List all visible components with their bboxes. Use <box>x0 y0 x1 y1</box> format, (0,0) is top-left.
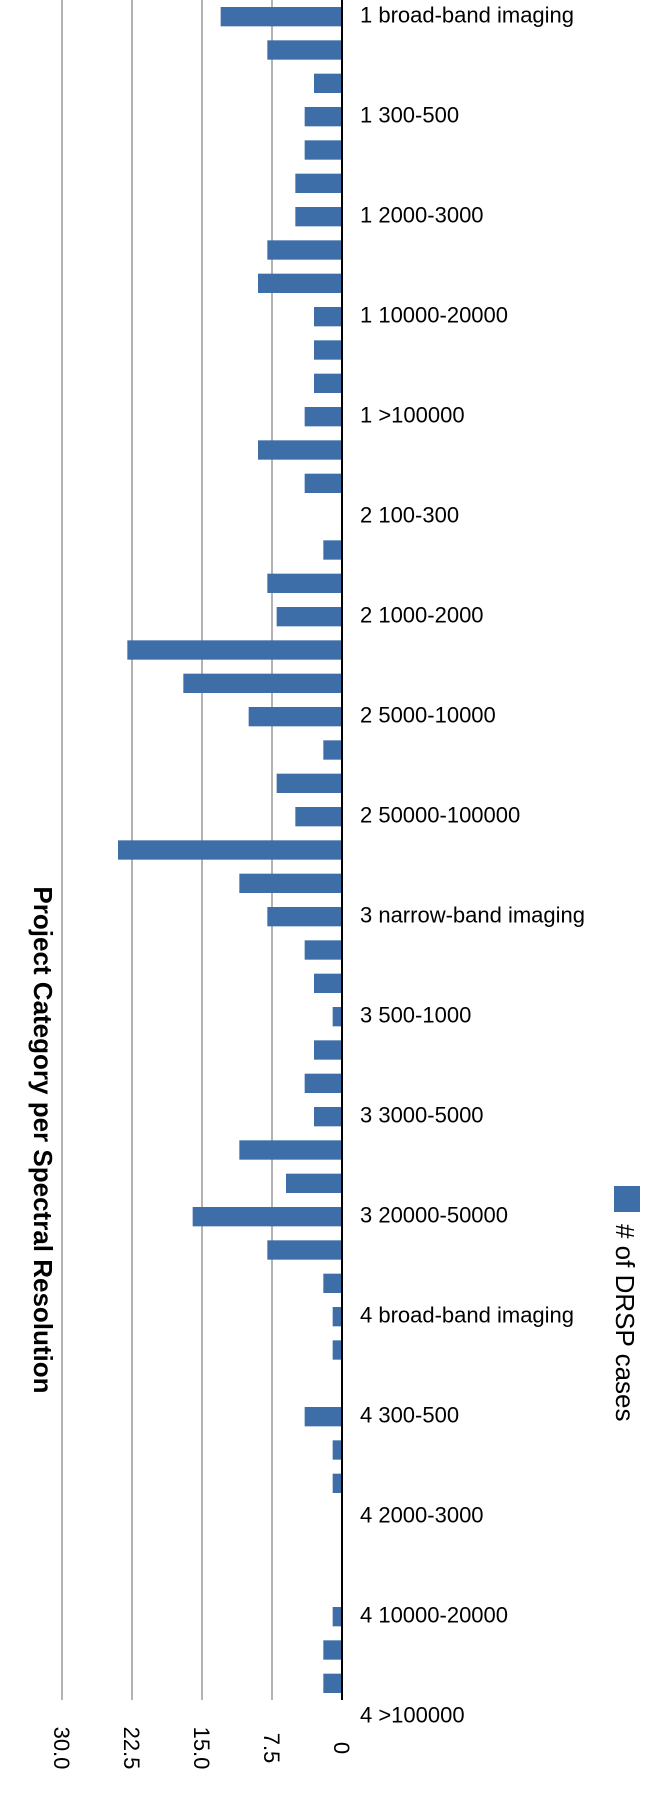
rotated-plot-group: Project Category per Spectral Resolution… <box>28 0 640 1769</box>
bar <box>314 1107 342 1127</box>
bar <box>304 1407 342 1427</box>
bar <box>323 740 342 760</box>
category-tick-label: 1 10000-20000 <box>360 302 508 327</box>
bar <box>323 1673 342 1693</box>
category-tick-label: 2 100-300 <box>360 502 459 527</box>
value-axis-tick-labels: 0 7.5 15.0 22.5 30.0 <box>49 1727 354 1770</box>
bar <box>239 1140 342 1160</box>
bar <box>304 473 342 493</box>
category-tick-label: 3 500-1000 <box>360 1002 471 1027</box>
category-tick-label: 1 >100000 <box>360 402 465 427</box>
bar <box>220 7 342 27</box>
bar-series <box>118 7 342 1693</box>
bar <box>314 973 342 994</box>
category-tick-label: 4 broad-band imaging <box>360 1302 574 1327</box>
bar <box>332 1473 342 1493</box>
category-tick-label: 2 1000-2000 <box>360 602 484 627</box>
value-tick-label: 30.0 <box>49 1727 74 1770</box>
category-tick-label: 4 300-500 <box>360 1402 459 1427</box>
category-tick-label: 3 narrow-band imaging <box>360 902 585 927</box>
category-tick-label: 4 2000-3000 <box>360 1502 484 1527</box>
bar <box>295 807 342 827</box>
category-tick-label: 1 300-500 <box>360 102 459 127</box>
bar <box>314 73 342 93</box>
bar <box>127 640 342 660</box>
bar <box>286 1173 342 1193</box>
bar <box>314 373 342 393</box>
bar <box>332 1607 342 1627</box>
value-tick-label: 15.0 <box>189 1727 214 1770</box>
bar <box>332 1440 342 1460</box>
bar <box>248 707 342 727</box>
bar <box>332 1307 342 1327</box>
legend: # of DRSP cases <box>610 1186 640 1422</box>
value-tick-label: 7.5 <box>259 1733 284 1764</box>
bar <box>295 207 342 227</box>
category-tick-label: 1 broad-band imaging <box>360 2 574 27</box>
category-tick-label: 3 3000-5000 <box>360 1102 484 1127</box>
bar <box>314 1040 342 1060</box>
bar <box>295 173 342 194</box>
bar <box>267 1240 342 1260</box>
bar <box>267 907 342 927</box>
bar <box>332 1007 342 1027</box>
bar <box>323 1273 342 1293</box>
bar <box>267 573 342 594</box>
chart-title: Project Category per Spectral Resolution <box>28 886 58 1393</box>
bar <box>304 140 342 160</box>
legend-swatch <box>614 1186 640 1212</box>
bar <box>239 873 342 894</box>
bar <box>323 540 342 560</box>
category-tick-label: 4 >100000 <box>360 1702 465 1727</box>
value-tick-label: 22.5 <box>119 1727 144 1770</box>
bar <box>304 107 342 127</box>
category-tick-label: 4 10000-20000 <box>360 1602 508 1627</box>
category-tick-label: 2 5000-10000 <box>360 702 496 727</box>
value-tick-label: 0 <box>329 1742 354 1754</box>
category-axis-tick-labels: 1 broad-band imaging 1 300-500 1 2000-3000… <box>360 2 585 1727</box>
bar <box>332 1340 342 1360</box>
bar <box>323 1640 342 1660</box>
bar <box>276 607 342 627</box>
bar <box>258 273 342 293</box>
bar <box>304 407 342 427</box>
bar <box>314 307 342 327</box>
bar <box>276 773 342 794</box>
legend-label: # of DRSP cases <box>610 1224 640 1422</box>
bar <box>314 340 342 360</box>
bar <box>192 1207 342 1227</box>
category-tick-label: 3 20000-50000 <box>360 1202 508 1227</box>
category-tick-label: 2 50000-100000 <box>360 802 520 827</box>
bar <box>304 940 342 960</box>
bar <box>267 40 342 60</box>
category-tick-label: 1 2000-3000 <box>360 202 484 227</box>
bar <box>118 840 342 860</box>
bar <box>267 240 342 260</box>
bar <box>304 1073 342 1093</box>
bar <box>258 440 342 460</box>
bar <box>183 673 342 694</box>
